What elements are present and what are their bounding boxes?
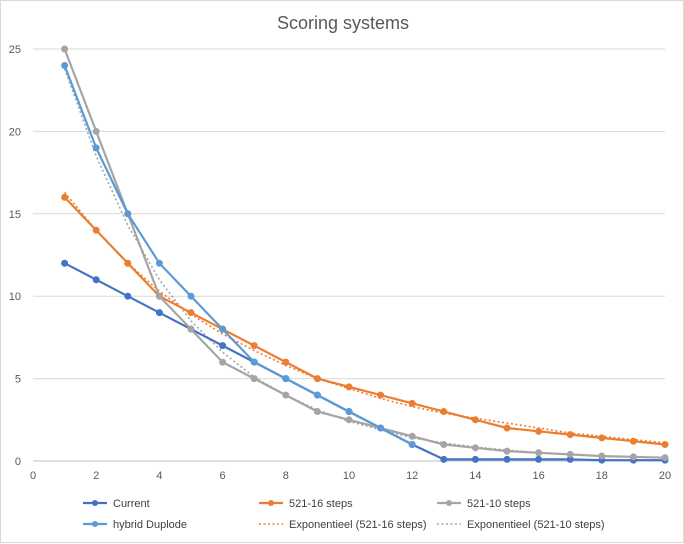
x-tick-label: 0 [30, 470, 36, 482]
legend-marker-current [92, 500, 98, 506]
data-point-521-10-steps [440, 441, 448, 449]
legend-label-exponentieel-521-16-steps: Exponentieel (521-16 steps) [289, 519, 427, 531]
gridlines [33, 48, 665, 380]
data-point-current [471, 455, 479, 463]
data-point-521-16-steps [629, 437, 637, 445]
data-point-521-10-steps [61, 45, 69, 53]
data-point-521-16-steps [408, 399, 416, 407]
legend-marker-521-16-steps [268, 500, 274, 506]
data-point-current [535, 455, 543, 463]
series-line-hybrid-duplode [63, 65, 413, 446]
data-point-521-10-steps [155, 292, 163, 300]
x-tick-label: 10 [343, 470, 355, 482]
series-lines [61, 45, 669, 464]
data-point-521-16-steps [282, 358, 290, 366]
x-tick-label: 4 [156, 470, 162, 482]
data-point-521-16-steps [440, 408, 448, 416]
x-tick-label: 20 [659, 470, 671, 482]
data-point-521-16-steps [313, 375, 321, 383]
data-point-521-16-steps [598, 434, 606, 442]
data-point-hybrid-duplode [155, 259, 163, 267]
data-point-hybrid-duplode [61, 61, 69, 69]
data-point-521-16-steps [345, 383, 353, 391]
data-point-521-16-steps [566, 431, 574, 439]
x-tick-label: 2 [93, 470, 99, 482]
data-point-521-16-steps [471, 416, 479, 424]
data-point-current [219, 342, 227, 350]
data-point-hybrid-duplode [219, 325, 227, 333]
data-point-521-10-steps [629, 453, 637, 461]
data-point-521-16-steps [503, 424, 511, 432]
data-point-521-10-steps [250, 375, 258, 383]
legend-label-current: Current [113, 498, 150, 510]
data-point-hybrid-duplode [92, 144, 100, 152]
data-point-current [440, 455, 448, 463]
trendline-exponentieel-521-10-steps [63, 68, 666, 459]
data-point-hybrid-duplode [345, 408, 353, 416]
x-tick-label: 12 [406, 470, 418, 482]
data-point-521-10-steps [408, 432, 416, 440]
data-point-hybrid-duplode [250, 358, 258, 366]
data-point-521-10-steps [566, 450, 574, 458]
x-tick-label: 16 [532, 470, 544, 482]
data-point-current [155, 309, 163, 317]
axes: 0 5 10 15 20 25 0 2 4 6 8 10 12 14 16 18 20 [9, 44, 671, 482]
legend-label-521-16-steps: 521-16 steps [289, 498, 353, 510]
data-point-current [124, 292, 132, 300]
x-tick-label: 14 [469, 470, 481, 482]
data-point-current [92, 276, 100, 284]
data-point-521-10-steps [313, 408, 321, 416]
x-tick-label: 8 [283, 470, 289, 482]
x-tick-label: 6 [220, 470, 226, 482]
series-line-521-16-steps [63, 196, 666, 446]
data-point-521-16-steps [124, 259, 132, 267]
y-tick-label: 10 [9, 291, 21, 303]
data-point-hybrid-duplode [187, 292, 195, 300]
legend-marker-521-10-steps [446, 500, 452, 506]
y-tick-label: 15 [9, 209, 21, 221]
data-point-521-10-steps [471, 444, 479, 452]
data-point-521-16-steps [535, 427, 543, 435]
data-point-521-10-steps [661, 454, 669, 462]
legend-label-521-10-steps: 521-10 steps [467, 498, 531, 510]
trendline-exponentieel-521-16-steps [63, 191, 666, 444]
series-line-521-10-steps [63, 48, 666, 459]
data-point-521-10-steps [92, 127, 100, 135]
legend-label-hybrid-duplode: hybrid Duplode [113, 519, 187, 531]
legend-marker-hybrid-duplode [92, 521, 98, 527]
legend-label-exponentieel-521-10-steps: Exponentieel (521-10 steps) [467, 519, 605, 531]
data-point-hybrid-duplode [408, 441, 416, 449]
data-point-521-16-steps [187, 309, 195, 317]
data-point-521-16-steps [92, 226, 100, 234]
data-point-521-16-steps [661, 441, 669, 449]
y-tick-label: 5 [15, 374, 21, 386]
data-point-hybrid-duplode [313, 391, 321, 399]
data-point-hybrid-duplode [124, 210, 132, 218]
legend: Current 521-16 steps 521-10 steps hybrid Du… [83, 498, 605, 531]
chart-title: Scoring systems [277, 13, 409, 33]
data-point-521-10-steps [598, 452, 606, 460]
data-point-521-10-steps [282, 391, 290, 399]
y-tick-label: 25 [9, 44, 21, 56]
y-tick-label: 20 [9, 126, 21, 138]
x-tick-label: 18 [596, 470, 608, 482]
data-point-hybrid-duplode [282, 375, 290, 383]
data-point-521-16-steps [377, 391, 385, 399]
data-point-hybrid-duplode [377, 424, 385, 432]
data-point-521-10-steps [219, 358, 227, 366]
data-point-521-10-steps [535, 449, 543, 457]
y-tick-label: 0 [15, 456, 21, 468]
data-point-521-10-steps [503, 447, 511, 455]
data-point-521-10-steps [187, 325, 195, 333]
data-point-current [503, 455, 511, 463]
data-point-521-16-steps [61, 193, 69, 201]
data-point-current [61, 259, 69, 267]
data-point-521-16-steps [250, 342, 258, 350]
data-point-521-10-steps [345, 416, 353, 424]
